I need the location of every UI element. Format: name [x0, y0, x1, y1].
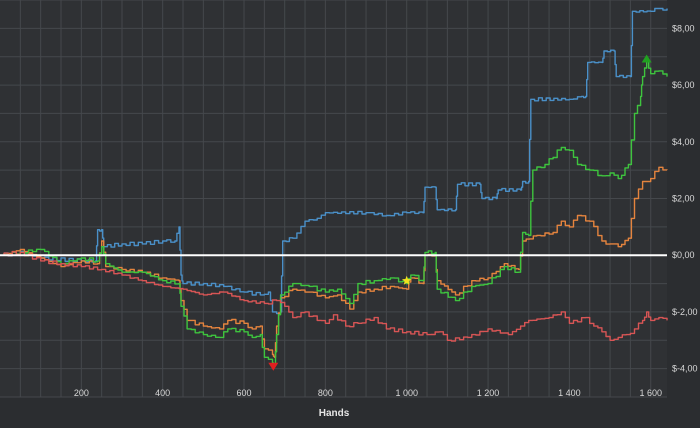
triangle-down-marker	[268, 362, 279, 371]
series-group	[0, 7, 668, 367]
x-tick-label: 200	[74, 388, 89, 398]
x-tick-label: 1 200	[477, 388, 500, 398]
x-tick-label: 800	[318, 388, 333, 398]
triangle-up-marker	[641, 54, 652, 63]
star-marker	[402, 275, 412, 285]
y-tick-label: $-4,00	[672, 364, 698, 374]
markers-group	[268, 54, 652, 371]
axes: 200 400 600 800 1 000 1 200 1 400 1 600 $-4,00 $-…	[0, 23, 698, 398]
y-tick-label: $2,00	[672, 194, 695, 204]
x-tick-label: 1 600	[639, 388, 662, 398]
y-tick-label: $-2,00	[672, 307, 698, 317]
x-tick-label: 1 000	[395, 388, 418, 398]
x-tick-label: 1 400	[558, 388, 581, 398]
grid	[0, 0, 667, 398]
y-tick-label: $8,00	[672, 23, 695, 33]
y-tick-label: $4,00	[672, 137, 695, 147]
x-axis-label: Hands	[319, 408, 350, 419]
series-line-3	[0, 58, 668, 367]
x-tick-label: 400	[155, 388, 170, 398]
series-line-4	[0, 251, 668, 342]
y-tick-label: $6,00	[672, 80, 695, 90]
y-tick-label: $0,00	[672, 250, 695, 260]
x-tick-label: 600	[237, 388, 252, 398]
series-line-1	[0, 7, 668, 315]
